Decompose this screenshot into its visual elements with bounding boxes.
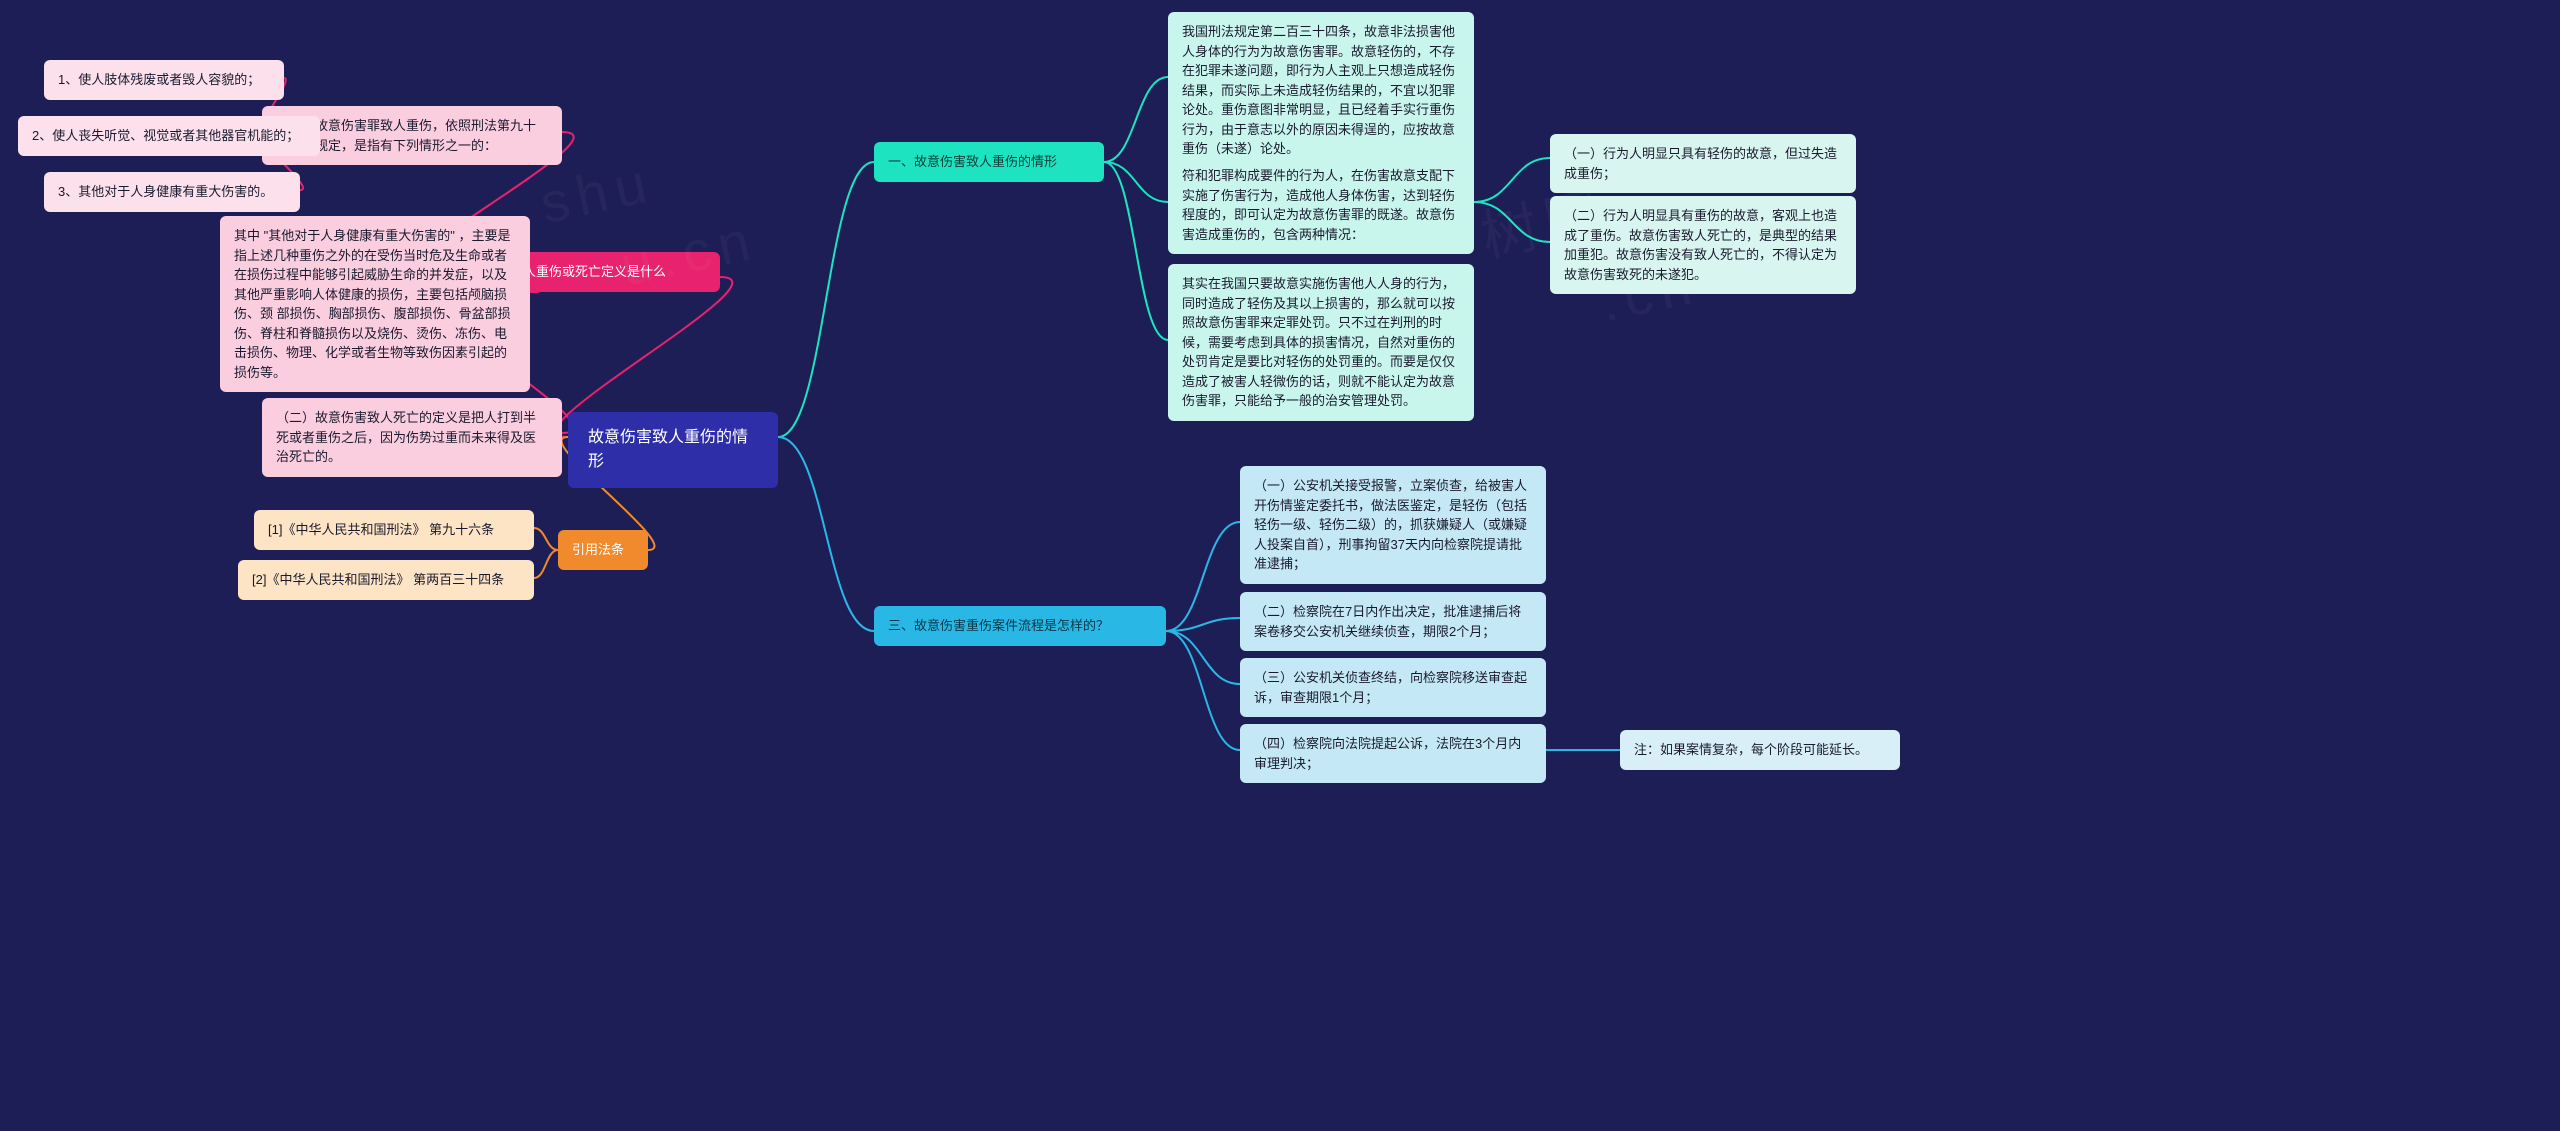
node-s1c2[interactable]: 符和犯罪构成要件的行为人，在伤害故意支配下实施了伤害行为，造成他人身体伤害，达到… xyxy=(1168,156,1474,254)
branch-cites[interactable]: 引用法条 xyxy=(558,530,648,570)
node-s3c2[interactable]: （二）检察院在7日内作出决定，批准逮捕后将案卷移交公安机关继续侦查，期限2个月； xyxy=(1240,592,1546,651)
node-s3c1[interactable]: （一）公安机关接受报警，立案侦查，给被害人开伤情鉴定委托书，做法医鉴定，是轻伤（… xyxy=(1240,466,1546,584)
node-s3c4a[interactable]: 注：如果案情复杂，每个阶段可能延长。 xyxy=(1620,730,1900,770)
root-node[interactable]: 故意伤害致人重伤的情形 xyxy=(568,412,778,488)
node-s1c1[interactable]: 我国刑法规定第二百三十四条，故意非法损害他人身体的行为为故意伤害罪。故意轻伤的，… xyxy=(1168,12,1474,169)
node-s3c3[interactable]: （三）公安机关侦查终结，向检察院移送审查起诉，审查期限1个月； xyxy=(1240,658,1546,717)
node-s1c2a[interactable]: （一）行为人明显只具有轻伤的故意，但过失造成重伤； xyxy=(1550,134,1856,193)
node-s3c4[interactable]: （四）检察院向法院提起公诉，法院在3个月内审理判决； xyxy=(1240,724,1546,783)
node-s2c3[interactable]: （二）故意伤害致人死亡的定义是把人打到半死或者重伤之后，因为伤势过重而未来得及医… xyxy=(262,398,562,477)
node-s1c3[interactable]: 其实在我国只要故意实施伤害他人人身的行为，同时造成了轻伤及其以上损害的，那么就可… xyxy=(1168,264,1474,421)
node-s2c1a[interactable]: 1、使人肢体残废或者毁人容貌的； xyxy=(44,60,284,100)
node-s1c2b[interactable]: （二）行为人明显具有重伤的故意，客观上也造成了重伤。故意伤害致人死亡的，是典型的… xyxy=(1550,196,1856,294)
node-cite2[interactable]: [2]《中华人民共和国刑法》 第两百三十四条 xyxy=(238,560,534,600)
branch-section3[interactable]: 三、故意伤害重伤案件流程是怎样的？ xyxy=(874,606,1166,646)
node-cite1[interactable]: [1]《中华人民共和国刑法》 第九十六条 xyxy=(254,510,534,550)
node-s2c1b[interactable]: 2、使人丧失听觉、视觉或者其他器官机能的； xyxy=(18,116,320,156)
node-s2c1c[interactable]: 3、其他对于人身健康有重大伤害的。 xyxy=(44,172,300,212)
node-s2c2[interactable]: 其中 "其他对于人身健康有重大伤害的" ，主要是指上述几种重伤之外的在受伤当时危… xyxy=(220,216,530,392)
branch-section1[interactable]: 一、故意伤害致人重伤的情形 xyxy=(874,142,1104,182)
